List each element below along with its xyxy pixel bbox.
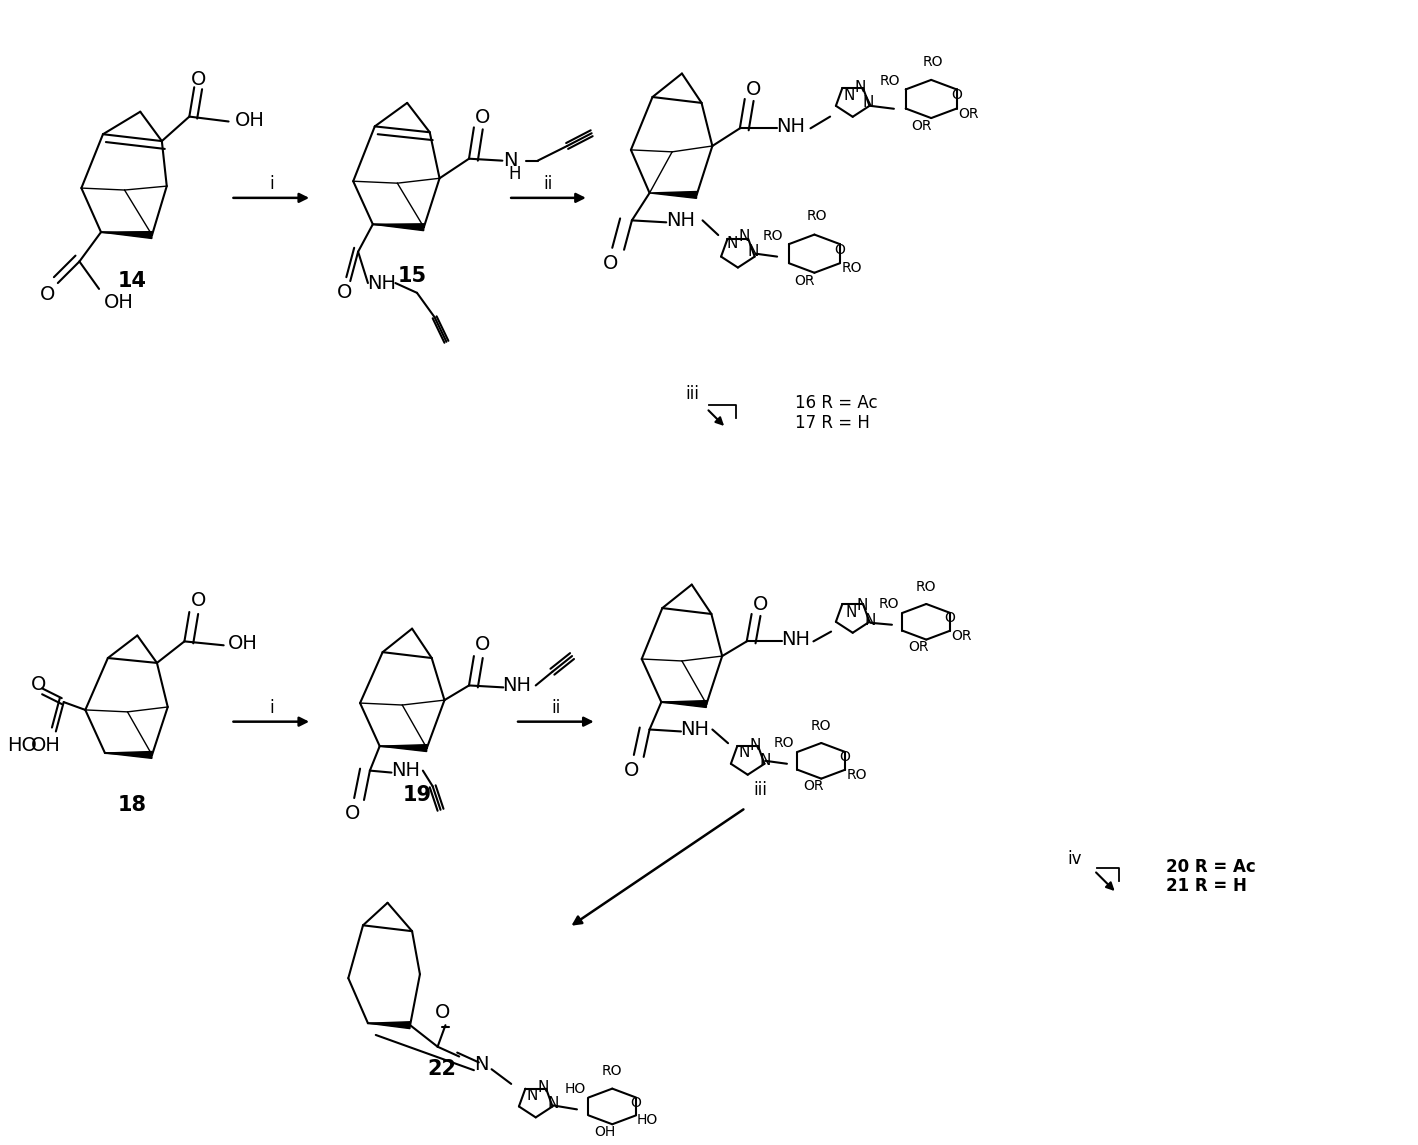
Text: NH: NH	[367, 274, 396, 292]
Text: OR: OR	[959, 106, 978, 120]
Text: O: O	[753, 594, 769, 614]
Text: RO: RO	[847, 767, 866, 782]
Polygon shape	[649, 191, 696, 198]
Text: N: N	[739, 745, 750, 760]
Text: 14: 14	[118, 271, 147, 291]
Text: N: N	[547, 1096, 559, 1111]
Text: 18: 18	[118, 795, 147, 815]
Text: O: O	[475, 108, 491, 127]
Text: RO: RO	[805, 210, 827, 223]
Text: HO: HO	[637, 1113, 658, 1127]
Text: N: N	[503, 151, 518, 171]
Text: RO: RO	[879, 598, 899, 611]
Text: OH: OH	[228, 634, 258, 653]
Text: RO: RO	[603, 1064, 623, 1079]
Polygon shape	[380, 744, 427, 751]
Text: OR: OR	[912, 119, 932, 133]
Text: RO: RO	[763, 229, 784, 243]
Text: NH: NH	[777, 117, 805, 136]
Text: RO: RO	[916, 579, 936, 593]
Text: iv: iv	[1068, 850, 1082, 868]
Polygon shape	[661, 701, 706, 708]
Text: 22: 22	[427, 1059, 457, 1080]
Text: N: N	[739, 229, 750, 244]
Text: 21 R = H: 21 R = H	[1166, 877, 1246, 895]
Text: N: N	[726, 236, 737, 252]
Text: O: O	[475, 634, 491, 654]
Text: O: O	[839, 750, 851, 764]
Text: NH: NH	[666, 211, 695, 230]
Text: O: O	[746, 80, 761, 98]
Text: OR: OR	[803, 780, 824, 793]
Text: OR: OR	[951, 629, 971, 642]
Text: RO: RO	[774, 736, 794, 750]
Text: O: O	[345, 804, 360, 823]
Text: OH: OH	[235, 111, 265, 131]
Text: O: O	[435, 1003, 450, 1022]
Text: O: O	[190, 70, 206, 89]
Text: NH: NH	[391, 761, 420, 780]
Text: RO: RO	[879, 74, 900, 88]
Polygon shape	[101, 231, 152, 238]
Text: O: O	[944, 611, 956, 625]
Text: N: N	[865, 614, 876, 629]
Text: 19: 19	[403, 785, 431, 805]
Text: N: N	[845, 606, 856, 621]
Text: N: N	[862, 95, 873, 110]
Text: 16 R = Ac: 16 R = Ac	[795, 395, 878, 412]
Text: ii: ii	[545, 175, 553, 194]
Text: NH: NH	[681, 720, 709, 739]
Text: RO: RO	[811, 719, 831, 733]
Text: N: N	[537, 1081, 549, 1096]
Text: HO: HO	[564, 1082, 586, 1096]
Text: O: O	[631, 1096, 641, 1110]
Text: N: N	[750, 737, 761, 752]
Text: i: i	[269, 175, 274, 194]
Text: OR: OR	[794, 274, 815, 289]
Text: OH: OH	[31, 735, 61, 755]
Text: RO: RO	[841, 261, 862, 275]
Text: OR: OR	[908, 640, 929, 654]
Polygon shape	[105, 751, 152, 758]
Text: O: O	[190, 591, 206, 610]
Text: HO: HO	[7, 735, 37, 755]
Text: N: N	[856, 598, 868, 613]
Text: N: N	[526, 1088, 537, 1103]
Text: O: O	[951, 88, 963, 102]
Text: O: O	[336, 283, 352, 302]
Text: O: O	[835, 243, 845, 256]
Text: O: O	[603, 254, 618, 273]
Text: OH: OH	[594, 1124, 615, 1139]
Text: N: N	[760, 753, 771, 768]
Text: i: i	[269, 698, 274, 717]
Text: N: N	[475, 1055, 489, 1074]
Text: RO: RO	[923, 55, 943, 69]
Text: H: H	[508, 165, 520, 183]
Text: O: O	[624, 761, 640, 780]
Text: 20 R = Ac: 20 R = Ac	[1166, 858, 1255, 876]
Polygon shape	[367, 1021, 410, 1028]
Text: O: O	[31, 674, 45, 694]
Text: O: O	[40, 285, 55, 305]
Text: OH: OH	[104, 293, 133, 313]
Text: iii: iii	[686, 385, 699, 403]
Text: 17 R = H: 17 R = H	[795, 414, 869, 432]
Polygon shape	[373, 223, 424, 230]
Text: NH: NH	[502, 676, 532, 695]
Text: 15: 15	[397, 266, 427, 286]
Text: N: N	[747, 244, 759, 259]
Text: N: N	[855, 80, 866, 95]
Text: N: N	[844, 87, 855, 103]
Text: ii: ii	[552, 698, 560, 717]
Text: NH: NH	[781, 630, 810, 649]
Text: iii: iii	[753, 781, 767, 799]
